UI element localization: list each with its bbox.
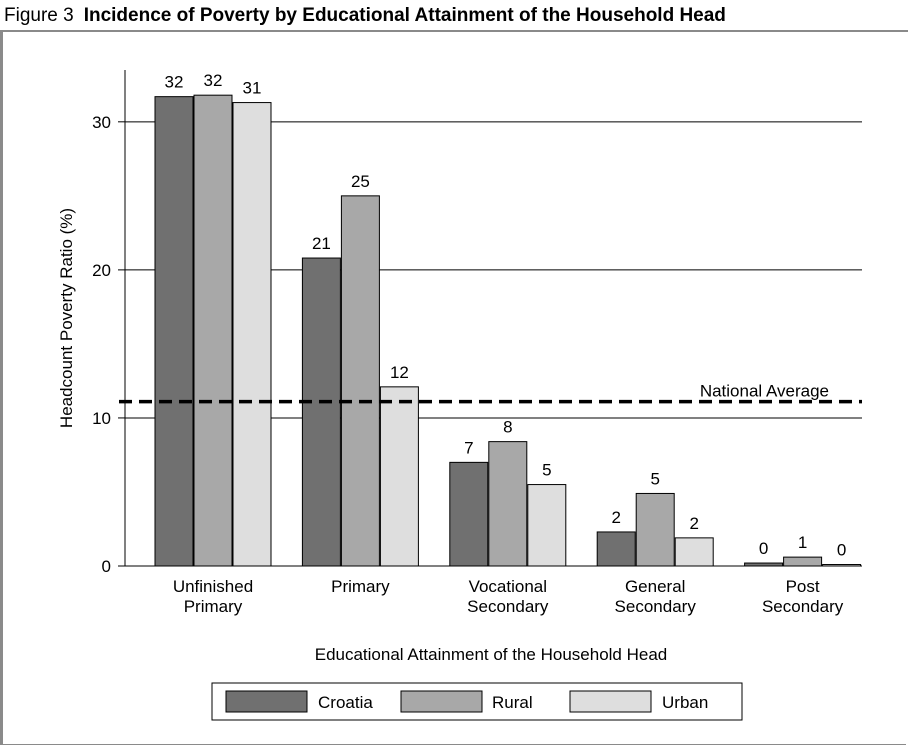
bar-urban	[674, 537, 714, 567]
x-tick-label: Post	[786, 577, 820, 596]
x-tick-label: General	[625, 577, 685, 596]
x-tick-label: Secondary	[615, 597, 697, 616]
legend-swatch-croatia	[225, 690, 308, 713]
data-label: 31	[243, 79, 262, 98]
data-label: 8	[503, 418, 512, 437]
bars	[154, 94, 862, 567]
figure-header: Figure 3 Incidence of Poverty by Educatio…	[0, 0, 908, 32]
data-label: 21	[312, 234, 331, 253]
legend-swatch-rural	[400, 690, 483, 713]
bar-croatia	[449, 461, 489, 567]
bar-rural	[193, 94, 233, 567]
data-label: 32	[204, 71, 223, 90]
data-label: 5	[542, 461, 551, 480]
bar-croatia	[154, 96, 194, 567]
legend: Croatia Rural Urban	[211, 682, 743, 721]
bar-rural	[783, 556, 823, 567]
bar-urban	[527, 484, 567, 567]
data-label: 1	[798, 533, 807, 552]
bar-rural	[488, 441, 528, 567]
data-label: 32	[165, 73, 184, 92]
data-label: 12	[390, 363, 409, 382]
legend-label-croatia: Croatia	[318, 693, 373, 712]
y-tick-label: 10	[92, 409, 111, 428]
national-average: National Average	[119, 382, 862, 404]
national-average-label: National Average	[700, 382, 829, 401]
bar-rural	[635, 492, 675, 567]
data-label: 0	[837, 541, 846, 560]
bar-urban	[232, 102, 272, 567]
y-tick-label: 0	[102, 557, 111, 576]
data-label: 0	[759, 539, 768, 558]
y-tick-label: 30	[92, 113, 111, 132]
data-label: 7	[464, 438, 473, 457]
bar-urban	[379, 386, 419, 567]
x-tick-label: Vocational	[469, 577, 547, 596]
figure-number: Figure 3	[4, 5, 74, 26]
x-tick-label: Unfinished	[173, 577, 253, 596]
data-label: 25	[351, 172, 370, 191]
y-tick-label: 20	[92, 261, 111, 280]
data-label: 2	[689, 514, 698, 533]
bar-rural	[340, 195, 380, 567]
legend-swatch-urban	[569, 690, 652, 713]
x-tick-label: Primary	[184, 597, 243, 616]
data-label: 5	[650, 469, 659, 488]
x-tick-label: Secondary	[467, 597, 549, 616]
legend-label-urban: Urban	[662, 693, 708, 712]
x-tick-label: Secondary	[762, 597, 844, 616]
bar-croatia	[301, 257, 341, 567]
x-tick-label: Primary	[331, 577, 390, 596]
figure-title: Incidence of Poverty by Educational Atta…	[83, 5, 726, 26]
data-label: 2	[611, 508, 620, 527]
y-axis-label: Headcount Poverty Ratio (%)	[57, 208, 76, 428]
legend-label-rural: Rural	[492, 693, 533, 712]
x-axis-label: Educational Attainment of the Household …	[315, 645, 668, 664]
bar-croatia	[596, 531, 636, 567]
